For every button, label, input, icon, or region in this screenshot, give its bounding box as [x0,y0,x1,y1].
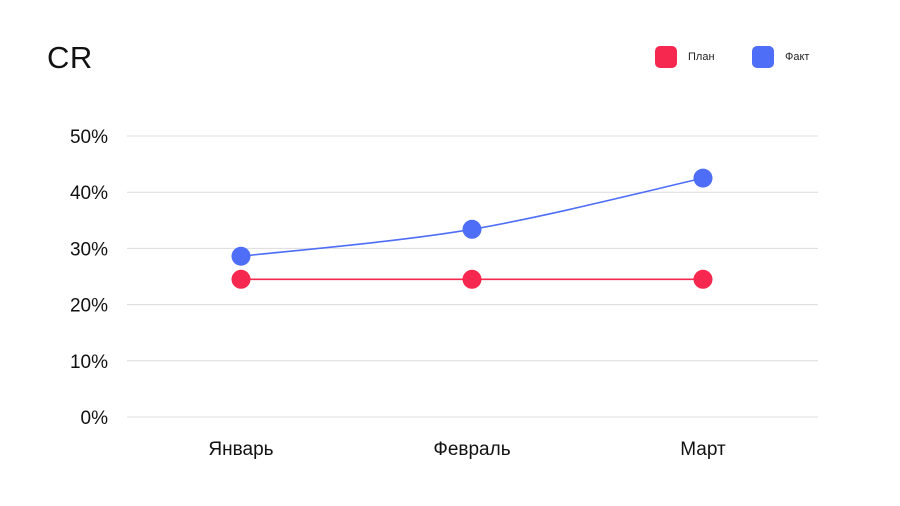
y-tick-label: 40% [70,183,108,204]
x-tick-label: Март [680,439,726,460]
x-tick-label: Январь [208,439,273,460]
series-line-fact [240,177,704,258]
data-point-fact [231,246,251,266]
legend-label-plan: План [688,51,715,63]
data-point-fact [462,219,482,239]
y-tick-label: 50% [70,127,108,148]
y-tick-label: 10% [70,352,108,373]
legend-swatch-fact [752,46,774,68]
chart-title: CR [47,40,93,75]
legend-swatch-plan [655,46,677,68]
legend-label-fact: Факт [785,51,810,63]
y-tick-label: 20% [70,296,108,317]
chart-legend: План Факт [0,46,900,72]
x-tick-label: Февраль [433,439,510,460]
data-point-plan [462,269,482,289]
y-tick-label: 30% [70,239,108,260]
data-point-plan [693,269,713,289]
y-tick-label: 0% [81,408,109,429]
legend-item-fact: Факт [752,46,809,68]
data-point-plan [231,269,251,289]
data-point-fact [693,168,713,188]
legend-item-plan: План [655,46,715,68]
